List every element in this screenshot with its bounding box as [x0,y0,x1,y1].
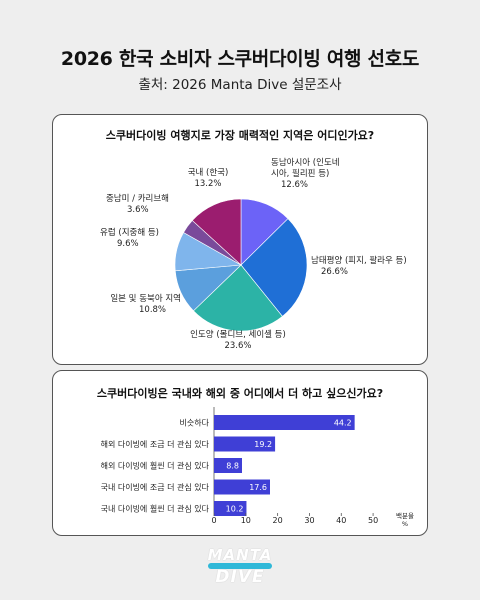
pie-slice-label: 국내 (한국) [188,168,229,178]
pie-slice-value: 10.8% [139,305,166,315]
pie-slice-label: 동남아시아 (인도네 [271,157,340,168]
x-tick-label: 20 [273,516,283,525]
bar-category-label: 해외 다이빙에 조금 더 관심 있다 [101,439,210,449]
pie-slice-label: 남태평양 (피지, 팔라우 등) [311,255,407,266]
pie-slice [193,264,283,332]
pie-slice-label: 유럽 (지중해 등) [100,228,159,238]
bar-category-label: 국내 다이빙에 조금 더 관심 있다 [101,482,210,492]
manta-dive-logo: MANTA DIVE [200,546,280,588]
bar-chart: 비슷하다 44.2 해외 다이빙에 조금 더 관심 있다 19.2 해외 다이빙에 훨씬… [101,407,414,528]
pie-slice-value: 3.6% [127,205,149,215]
x-tick-label: 50 [368,516,378,525]
bar-value-label: 19.2 [254,440,272,449]
bar-category-label: 국내 다이빙에 훨씬 더 관심 있다 [101,504,210,514]
page-title: 2026 한국 소비자 스쿠버다이빙 여행 선호도 [60,48,420,70]
bar [214,501,247,516]
pie-chart-title: 스쿠버다이빙 여행지로 가장 매력적인 지역은 어디인가요? [105,129,375,142]
logo-text-top: MANTA [207,546,273,564]
x-axis-label: 백분율 [396,511,414,520]
x-tick-label: 40 [336,516,346,525]
bar [214,458,242,473]
bar [214,479,270,495]
logo-wave-icon [208,563,272,569]
pie-slice-label: 인도양 (몰디브, 세이셸 등) [190,329,286,340]
bar-value-label: 17.6 [249,483,267,492]
pie-slice-label: 일본 및 동북아 지역 [110,293,181,304]
bar-value-label: 10.2 [226,505,244,514]
pie-slice-value: 26.6% [321,267,348,277]
bar-value-label: 8.8 [226,462,239,471]
pie-slice-label: 시아, 필리핀 등) [271,168,329,179]
bar-value-label: 44.2 [334,419,352,428]
x-axis-label: % [402,520,408,528]
pie-slice [191,198,242,266]
x-tick-label: 0 [211,516,216,525]
pie-chart-card: 스쿠버다이빙 여행지로 가장 매력적인 지역은 어디인가요? 동남아시아 (인도… [52,114,428,365]
bar [214,415,355,430]
x-tick-label: 10 [241,516,251,525]
pie-slice-value: 13.2% [194,179,221,189]
pie-slice-label: 중남미 / 카리브해 [106,194,169,204]
pie-slice-value: 9.6% [117,239,139,249]
bar-chart-title: 스쿠버다이빙은 국내와 해외 중 어디에서 더 하고 싶으신가요? [96,387,384,400]
page-subtitle: 출처: 2026 Manta Dive 설문조사 [138,77,342,93]
logo-text-bottom: DIVE [215,567,265,587]
pie-slice [240,218,308,317]
bar [214,436,276,452]
bar-category-label: 비슷하다 [180,418,210,428]
x-tick-label: 30 [304,516,314,525]
bar-category-label: 해외 다이빙에 훨씬 더 관심 있다 [101,461,210,471]
pie-slice-value: 23.6% [224,341,251,351]
pie-slice-value: 12.6% [281,180,308,190]
bar-chart-card: 스쿠버다이빙은 국내와 해외 중 어디에서 더 하고 싶으신가요? 비슷하다 44… [52,370,428,536]
